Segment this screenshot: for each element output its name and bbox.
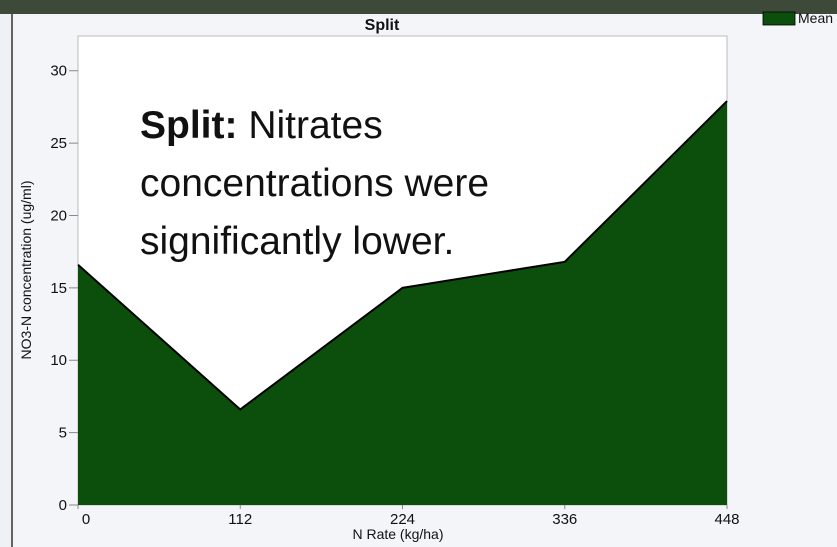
- y-tick-label: 10: [50, 352, 67, 369]
- y-tick-label: 25: [50, 135, 67, 152]
- annotation-line: significantly lower.: [140, 220, 454, 263]
- y-tick-label: 5: [59, 425, 67, 442]
- y-tick-label: 15: [50, 280, 67, 297]
- annotation-text: Nitrates: [248, 104, 382, 147]
- annotation-line: Split: Nitrates: [140, 104, 383, 147]
- y-axis-label: NO3-N concentration (ug/ml): [18, 181, 34, 360]
- legend-label: Mean: [798, 10, 833, 26]
- area: [78, 101, 727, 505]
- x-tick-label: 224: [390, 511, 415, 528]
- area-line: [77, 100, 728, 411]
- x-tick-label: 336: [552, 511, 577, 528]
- x-tick-label: 0: [82, 511, 90, 528]
- annotation-line: concentrations were: [140, 162, 489, 205]
- y-tick-label: 30: [50, 63, 67, 80]
- y-tick-label: 0: [59, 497, 67, 514]
- x-tick-label: 448: [714, 511, 739, 528]
- x-axis-label: N Rate (kg/ha): [352, 526, 443, 542]
- y-tick-label: 20: [50, 207, 67, 224]
- x-tick-label: 112: [228, 511, 252, 528]
- chart-title: Split: [365, 17, 400, 34]
- top-strip: [0, 0, 837, 14]
- plot: [77, 100, 728, 505]
- legend-swatch: [762, 11, 796, 26]
- annotation-lead: Split:: [140, 104, 237, 147]
